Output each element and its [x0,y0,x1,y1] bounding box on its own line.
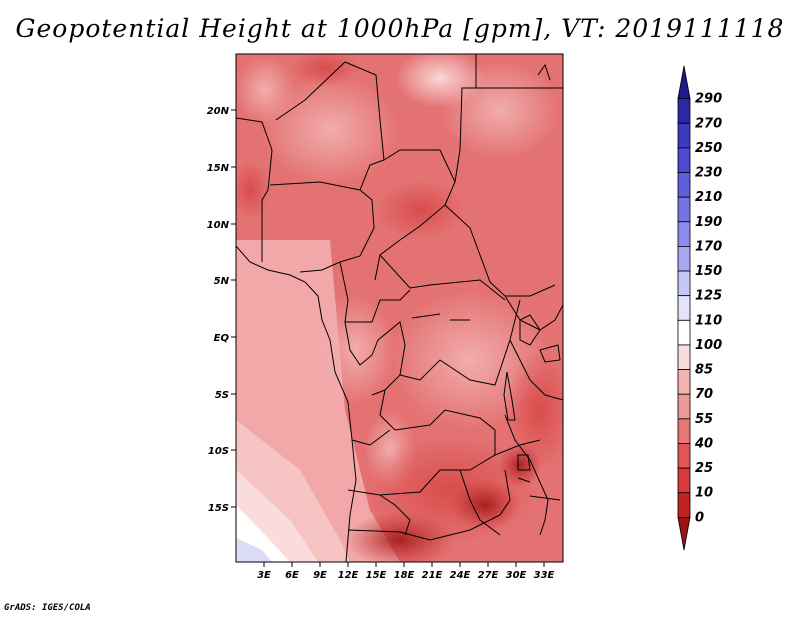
lat-label: 5N [214,276,230,287]
lon-label: 18E [394,570,415,581]
colorbar-label: 125 [695,289,722,304]
lon-labels: 3E 6E 9E 12E 15E 18E 21E 24E 27E 30E 33E [257,570,554,581]
colorbar-label: 25 [695,461,713,476]
lon-label: 27E [478,570,499,581]
colorbar-label: 190 [695,215,722,230]
lon-label: 21E [422,570,443,581]
lon-label: 24E [450,570,471,581]
colorbar-label: 210 [695,190,722,205]
lat-label: 20N [207,106,230,117]
colorbar-swatch [677,516,691,551]
lat-label: 10N [207,220,230,231]
colorbar-label: 250 [695,141,722,156]
colorbar-swatch [677,393,691,420]
grads-credit: GrADS: IGES/COLA [4,603,91,613]
colorbar-swatch [677,65,691,100]
colorbar-label: 290 [695,92,722,107]
colorbar-label: 10 [695,486,713,501]
colorbar-label: 0 [695,510,704,525]
lat-labels: 20N 15N 10N 5N EQ 5S 10S 15S [207,106,230,514]
plot-frame [235,53,564,563]
colorbar-swatch [677,221,691,247]
colorbar: 2902702502302101901701501251101008570554… [677,65,722,551]
colorbar-swatch [677,418,691,444]
axis-ticks [231,109,545,567]
colorbar-swatch [677,122,691,149]
lat-label: EQ [214,333,230,344]
lon-label: 3E [257,570,271,581]
colorbar-label: 100 [695,338,722,353]
lon-label: 6E [285,570,299,581]
colorbar-swatch [677,319,691,346]
colorbar-swatch [677,270,691,297]
lon-label: 9E [313,570,327,581]
colorbar-swatch [677,98,691,124]
lat-label: 15S [208,503,229,514]
lon-label: 33E [534,570,555,581]
colorbar-swatch [677,467,691,494]
lon-label: 30E [506,570,527,581]
colorbar-swatch [677,492,691,518]
colorbar-swatch [677,246,691,272]
colorbar-label: 270 [695,116,722,131]
colorbar-swatch [677,295,691,321]
colorbar-label: 170 [695,239,722,254]
colorbar-label: 40 [694,436,713,451]
colorbar-swatch [677,344,691,370]
colorbar-label: 150 [695,264,722,279]
colorbar-swatch [677,172,691,198]
colorbar-label: 70 [695,387,713,402]
colorbar-label: 55 [695,412,713,427]
colorbar-swatch [677,369,691,395]
boundaries [236,54,563,562]
lat-label: 5S [215,390,229,401]
height-field [236,54,563,562]
lon-label: 12E [338,570,359,581]
colorbar-label: 85 [695,363,713,378]
colorbar-swatch [677,196,691,223]
colorbar-swatch [677,147,691,173]
colorbar-label: 110 [695,313,722,328]
map-title: Geopotential Height at 1000hPa [gpm], VT… [15,14,785,43]
colorbar-swatch [677,443,691,469]
colorbar-label: 230 [695,166,722,181]
lon-label: 15E [366,570,387,581]
lat-label: 15N [207,163,230,174]
lat-label: 10S [208,446,229,457]
